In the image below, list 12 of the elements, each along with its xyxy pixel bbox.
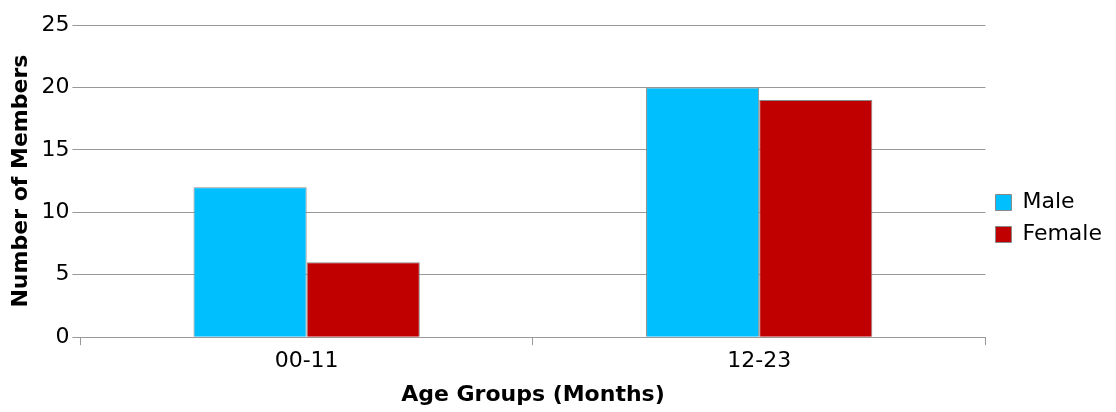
legend-label: Male (1022, 188, 1075, 214)
y-tick-label: 10 (41, 198, 70, 224)
x-tick-label: 00-11 (274, 347, 339, 373)
x-axis-title: Age Groups (Months) (401, 380, 665, 406)
y-tick-label: 5 (55, 260, 70, 286)
x-tick-label: 12-23 (727, 347, 792, 373)
y-tick-label: 15 (41, 135, 70, 161)
y-tick-label: 20 (41, 73, 70, 99)
legend-label: Female (1022, 220, 1102, 246)
y-axis-title: Number of Members (6, 54, 32, 308)
y-tick-label: 25 (41, 10, 70, 36)
y-tick-label: 0 (55, 322, 70, 348)
